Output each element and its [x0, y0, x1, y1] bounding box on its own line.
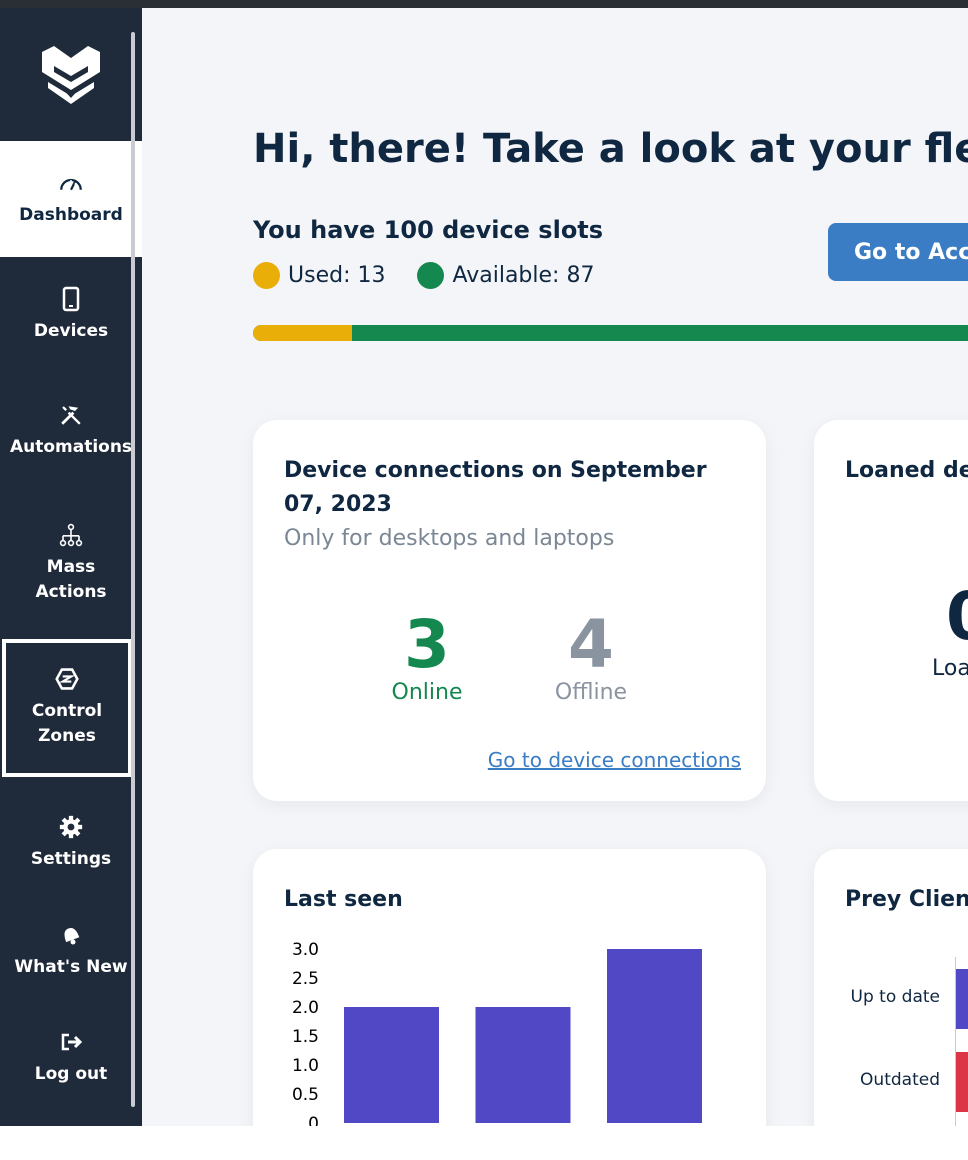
sidebar-item-label: Dashboard	[19, 204, 123, 225]
sidebar-item-label: Devices	[33, 320, 109, 341]
sidebar-item-label: Control Zones	[31, 701, 103, 746]
sidebar-item-control-zones[interactable]: Control Zones	[2, 639, 132, 777]
chart-bar	[344, 1007, 439, 1123]
shield-logo-icon	[42, 45, 100, 104]
card-title: Prey Client	[845, 887, 968, 912]
available-dot-icon	[417, 262, 445, 289]
logout-icon	[59, 1030, 83, 1054]
gauge-icon	[59, 171, 83, 195]
y-tick-label: 0.5	[292, 1085, 319, 1105]
used-label: Used: 13	[288, 263, 386, 288]
card-title: Last seen	[284, 887, 403, 912]
y-tick-label: 0	[308, 1114, 319, 1126]
card-title: Device connections on September 07, 2023	[284, 458, 707, 517]
loaned-label: Loa	[932, 656, 968, 681]
slots-legend: Used: 13 Available: 87	[253, 262, 594, 289]
prey-client-card: Prey Client Up to date Outdated	[814, 849, 968, 1126]
prey-row-label: Outdated	[860, 1070, 940, 1090]
sidebar-item-dashboard[interactable]: Dashboard	[0, 141, 142, 257]
offline-stat: 4 Offline	[541, 606, 641, 706]
page-title: Hi, there! Take a look at your fleet d	[253, 126, 968, 172]
loaned-count: 0	[946, 582, 968, 652]
sidebar-item-label: Log out	[34, 1063, 108, 1084]
sidebar-item-label: Mass Actions	[35, 557, 107, 602]
y-tick-label: 1.0	[292, 1056, 319, 1076]
sidebar-scrollbar[interactable]	[131, 32, 135, 1107]
card-subtitle: Only for desktops and laptops	[284, 526, 615, 551]
sidebar-item-label: What's New	[14, 956, 128, 977]
sidebar: Dashboard Devices Automations Mass Actio…	[0, 8, 142, 1126]
sidebar-item-label: Settings	[30, 848, 112, 869]
sidebar-item-whats-new[interactable]: What's New	[0, 901, 142, 1001]
tablet-icon	[59, 286, 83, 311]
chart-bar	[607, 949, 702, 1123]
y-tick-label: 2.5	[292, 969, 319, 989]
sidebar-item-mass-actions[interactable]: Mass Actions	[0, 489, 142, 639]
card-title: Loaned dev	[845, 458, 968, 483]
go-to-account-button[interactable]: Go to Acco	[828, 223, 968, 281]
hierarchy-icon	[59, 523, 83, 547]
offline-label: Offline	[554, 680, 628, 705]
last-seen-chart: 3.0 2.5 2.0 1.5 1.0 0.5 0	[292, 941, 702, 1126]
offline-count: 4	[568, 606, 614, 683]
sidebar-item-automations[interactable]: Automations	[0, 373, 142, 489]
sidebar-item-label: Automations	[9, 436, 133, 457]
device-slots-title: You have 100 device slots	[253, 216, 604, 244]
device-connections-card: Device connections on September 07, 2023…	[253, 420, 766, 801]
slots-progress-bar	[253, 325, 968, 341]
y-tick-label: 1.5	[292, 1027, 319, 1047]
sidebar-item-devices[interactable]: Devices	[0, 257, 142, 373]
y-tick-label: 3.0	[292, 941, 319, 960]
window-top-border	[0, 0, 968, 8]
tools-icon	[59, 403, 83, 427]
zone-icon	[55, 667, 79, 691]
y-tick-label: 2.0	[292, 998, 319, 1018]
chart-bar	[475, 1007, 571, 1123]
device-connections-link[interactable]: Go to device connections	[487, 748, 741, 772]
prey-row-label: Up to date	[850, 987, 940, 1007]
available-label: Available: 87	[452, 263, 595, 288]
outdated-bar	[956, 1052, 968, 1112]
online-label: Online	[391, 680, 463, 705]
used-dot-icon	[253, 262, 280, 289]
sidebar-item-settings[interactable]: Settings	[0, 785, 142, 901]
main-content: Hi, there! Take a look at your fleet d Y…	[142, 8, 968, 1126]
gear-icon	[59, 815, 83, 839]
online-stat: 3 Online	[377, 606, 477, 706]
slots-used-segment	[253, 325, 352, 341]
bell-icon	[59, 923, 83, 947]
prey-logo[interactable]	[0, 8, 142, 141]
loaned-devices-card: Loaned dev 0 Loa	[814, 420, 968, 801]
online-count: 3	[404, 606, 450, 683]
up-to-date-bar	[956, 969, 968, 1029]
chart-axis	[955, 957, 956, 1126]
last-seen-card: Last seen 3.0 2.5 2.0 1.5 1.0 0.5 0	[253, 849, 766, 1126]
slots-available-segment	[351, 325, 968, 341]
sidebar-item-logout[interactable]: Log out	[0, 1008, 142, 1108]
